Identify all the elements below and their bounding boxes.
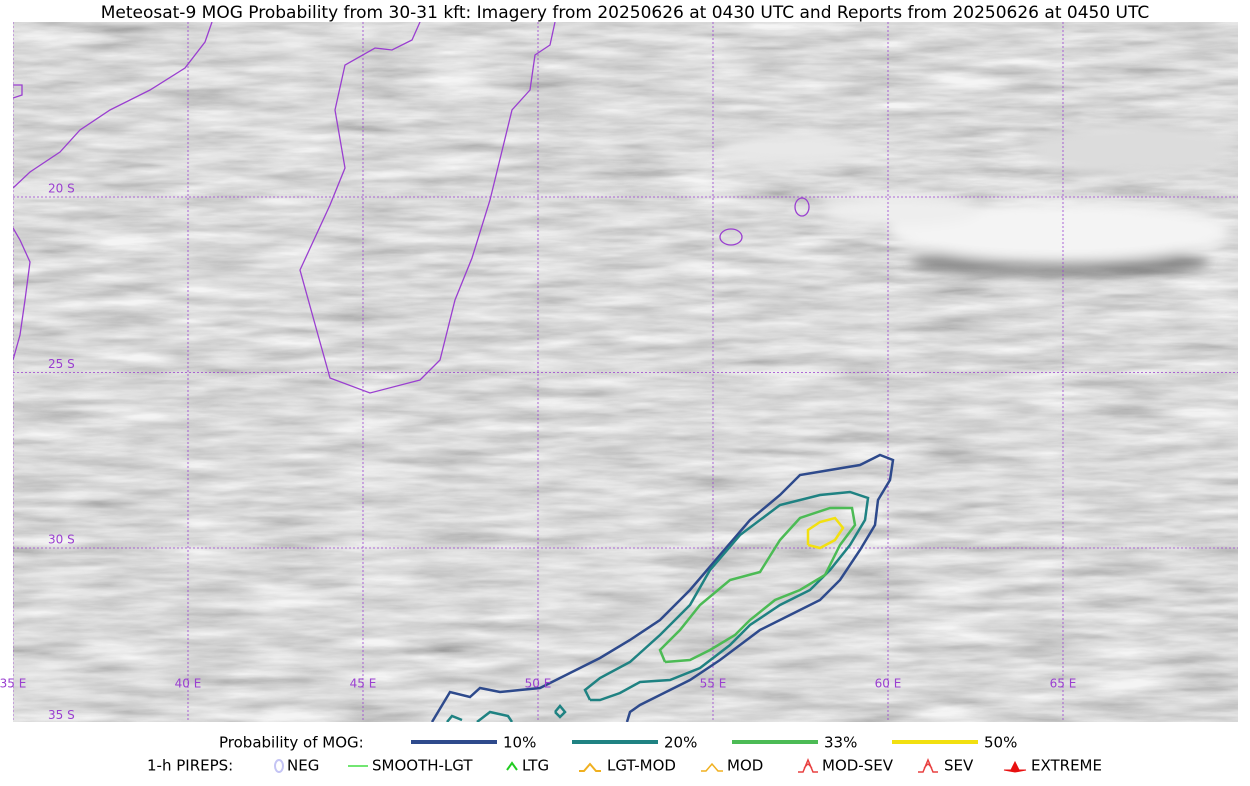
pirep-icon [918,758,938,773]
cloud-band [720,125,1230,276]
lat-label: 35 S [48,708,75,722]
pirep-icon [803,763,813,769]
legend-label: MOD [727,757,763,775]
legend-label: SMOOTH-LGT [372,757,473,775]
legend: Probability of MOG: 10% 20% 33% 50% 1-h PIREP… [147,734,1102,775]
legend-title: 1-h PIREPS: [147,757,233,775]
contour-1 [476,710,514,722]
pirep-icon [701,762,723,772]
lon-label: 35 E [0,677,26,691]
pirep-icon [274,759,284,773]
legend-label: 20% [664,734,697,752]
contour-3 [806,516,845,550]
satellite-texture [13,22,1238,722]
lon-label: 65 E [1050,677,1077,691]
coastlines [13,22,810,394]
title: Meteosat-9 MOG Probability from 30-31 kf… [101,3,1150,23]
pirep-icon [1003,760,1027,773]
graticule [13,22,1238,722]
legend-label: NEG [287,757,319,775]
lon-label: 40 E [175,677,202,691]
graticule-labels: 35 E 40 E 45 E 50 E 55 E 60 E 65 E 20 S 25 S 30 S… [0,182,1076,723]
pirep-icon [798,758,818,773]
lat-label: 20 S [48,182,75,196]
pirep-icon [579,762,601,772]
contour-1 [554,704,567,719]
pirep-icon [506,761,518,771]
contour-1 [446,714,463,722]
legend-title: Probability of MOG: [219,734,364,752]
mog-contours [430,453,895,722]
legend-label: LTG [522,757,549,775]
pirep-icon [923,763,933,769]
contour-2 [658,506,857,664]
legend-label: SEV [944,757,974,775]
legend-label: 33% [824,734,857,752]
lon-label: 60 E [875,677,902,691]
lat-label: 25 S [48,357,75,371]
lon-label: 55 E [700,677,727,691]
map [13,22,1238,722]
lon-label: 50 E [525,677,552,691]
legend-label: MOD-SEV [822,757,894,775]
legend-label: EXTREME [1031,757,1102,775]
legend-label: 50% [984,734,1017,752]
legend-label: LGT-MOD [607,757,676,775]
lat-label: 30 S [48,533,75,547]
contour-1 [583,490,870,702]
legend-label: 10% [503,734,536,752]
contour-0 [430,453,895,722]
lon-label: 45 E [350,677,377,691]
